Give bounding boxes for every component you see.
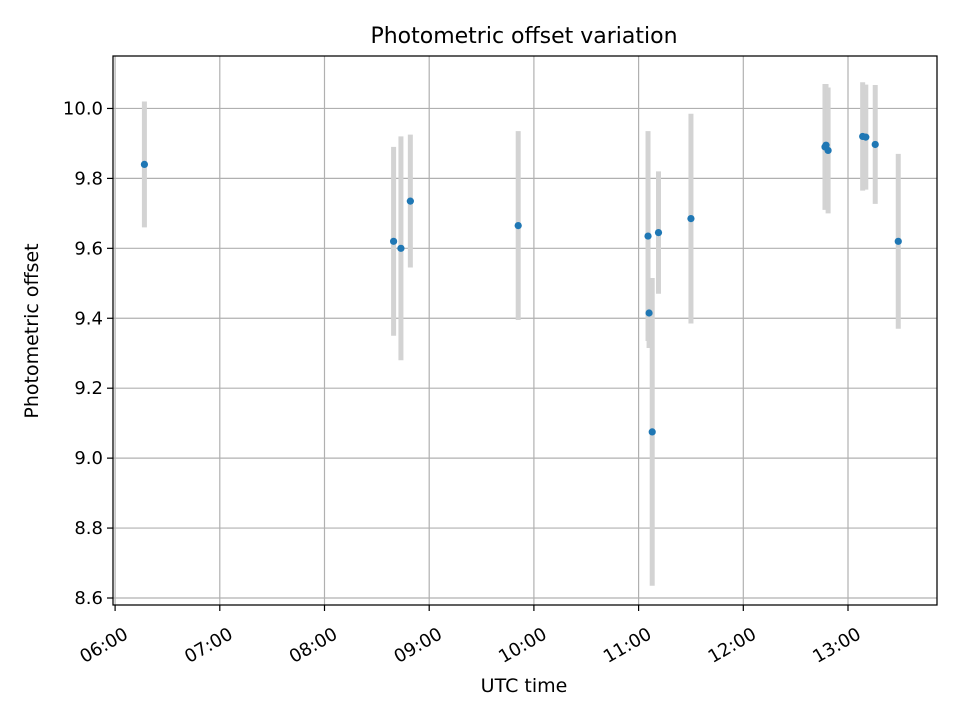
- y-axis-ticks: 8.6 8.8 9.0 9.2 9.4 9.6 9.8 10.0: [63, 98, 113, 609]
- y-tick-label: 9.4: [74, 308, 103, 329]
- data-point: 11:30 — 9.685: [687, 215, 695, 223]
- y-tick-label: 8.6: [74, 588, 103, 609]
- data-point: 08:39 — 9.62: [389, 237, 398, 245]
- data-point: 13:15 — 9.897: [871, 140, 879, 149]
- data-point: 13:29 — 9.62: [894, 237, 902, 245]
- data-points: 06:17 — 9.84 08:39 — 9.6208:44 — 9.6 08:49…: [140, 132, 902, 436]
- data-point: 11:06 — 9.635: [644, 232, 652, 240]
- data-point: 11:08 — 9.075: [648, 428, 656, 436]
- y-tick-label: 9.6: [74, 238, 103, 259]
- y-axis-title: Photometric offset: [21, 243, 43, 418]
- y-tick-label: 8.8: [74, 518, 103, 539]
- plot-frame: [112, 55, 938, 606]
- grid: [113, 56, 937, 605]
- y-tick-label: 9.8: [74, 168, 103, 189]
- data-point: 08:44 — 9.6: [397, 244, 405, 252]
- x-axis-title: UTC time: [481, 675, 568, 697]
- data-point: 06:17 — 9.84: [140, 160, 149, 169]
- data-point: 11:06 — 9.415: [645, 309, 653, 317]
- y-tick-label: 9.0: [74, 448, 103, 469]
- data-point: 09:51 — 9.665: [514, 221, 522, 230]
- y-tick-label: 10.0: [63, 98, 103, 119]
- data-point: 13:10 — 9.918: [862, 133, 870, 141]
- y-tick-label: 9.2: [74, 378, 103, 399]
- data-point: 12:49 — 9.88: [824, 146, 832, 155]
- data-point: 08:49 — 9.735: [406, 197, 414, 205]
- chart-title: Photometric offset variation: [370, 24, 677, 49]
- data-point: 11:12 — 9.645: [654, 228, 663, 237]
